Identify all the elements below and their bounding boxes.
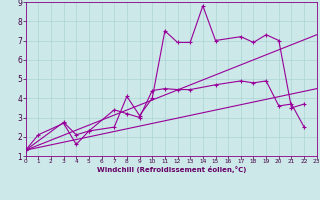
X-axis label: Windchill (Refroidissement éolien,°C): Windchill (Refroidissement éolien,°C) xyxy=(97,166,246,173)
